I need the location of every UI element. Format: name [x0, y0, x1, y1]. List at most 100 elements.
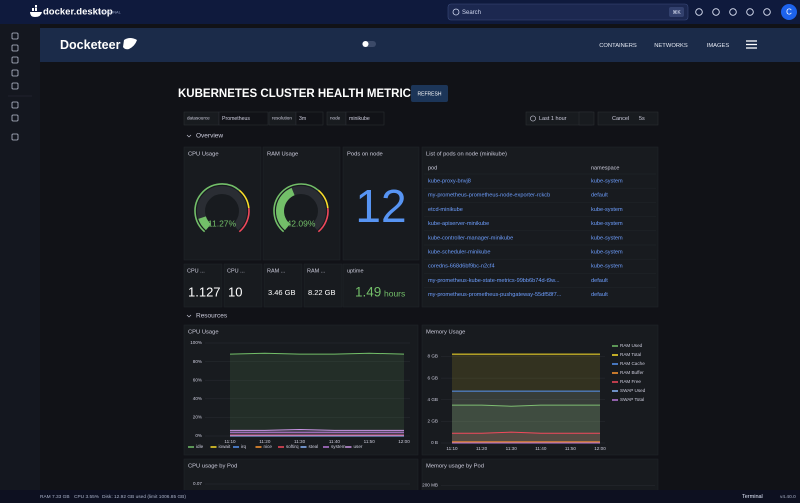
panel: [183, 263, 223, 308]
terminal-button[interactable]: Terminal: [742, 494, 763, 500]
sidebar-icon[interactable]: [11, 133, 19, 141]
nav-link[interactable]: CONTAINERS: [599, 43, 637, 49]
filter-label: node: [330, 116, 341, 121]
table-cell[interactable]: kube-controller-manager-minikube: [428, 235, 513, 241]
y-tick-label: 6 GB: [428, 375, 438, 380]
y-tick-label: 200 MB: [422, 483, 438, 488]
y-tick-label: 60%: [193, 377, 202, 382]
time-range[interactable]: Last 1 hour: [539, 116, 567, 122]
legend-label[interactable]: user: [354, 444, 363, 449]
gauge-threshold: [238, 208, 250, 233]
toolbar-icon[interactable]: [746, 8, 754, 16]
legend-label[interactable]: system: [331, 444, 346, 449]
legend-label[interactable]: SWAP Used: [620, 388, 646, 393]
avatar-initial: C: [786, 8, 792, 17]
table-cell[interactable]: kube-system: [591, 235, 623, 241]
sidebar-icon[interactable]: [11, 101, 19, 109]
footer-ram: RAM 7.33 GB: [40, 494, 70, 500]
table-cell[interactable]: my-prometheus-kube-state-metrics-99bb6b7…: [428, 278, 560, 284]
sidebar-icon[interactable]: [11, 114, 19, 122]
filter-value[interactable]: Prometheus: [222, 116, 250, 122]
gauge-threshold: [317, 208, 329, 233]
panel-title: Pods on node: [347, 152, 383, 158]
cancel-button[interactable]: [597, 111, 659, 126]
panel: [223, 263, 263, 308]
zoom-button[interactable]: [578, 111, 595, 126]
search-box[interactable]: [447, 3, 689, 21]
y-tick-label: 2 GB: [428, 419, 438, 424]
table-cell[interactable]: kube-system: [591, 221, 623, 227]
filter-value[interactable]: minikube: [349, 116, 370, 122]
table-cell[interactable]: kube-system: [591, 207, 623, 213]
refresh-button[interactable]: [411, 85, 448, 102]
legend-label[interactable]: irq: [241, 444, 247, 449]
panel: [342, 146, 420, 261]
search-icon: [452, 8, 460, 16]
toolbar-icon[interactable]: [729, 8, 737, 16]
legend-label[interactable]: RAM Buffer: [620, 370, 644, 375]
x-tick-label: 11:30: [506, 446, 518, 451]
stat-value: 3.46 GB: [268, 288, 296, 297]
y-tick-label: 20%: [193, 415, 202, 420]
legend-label[interactable]: idle: [196, 444, 204, 449]
legend-label[interactable]: iowait: [219, 444, 231, 449]
table-cell[interactable]: kube-scheduler-minikube: [428, 249, 491, 255]
table-cell[interactable]: kube-proxy-bnvj8: [428, 178, 471, 184]
stat-value: 1.127: [188, 284, 221, 299]
x-tick-label: 11:50: [364, 439, 376, 444]
table-cell[interactable]: kube-system: [591, 264, 623, 270]
legend-label[interactable]: RAM Total: [620, 352, 641, 357]
section-chevron[interactable]: [186, 314, 192, 318]
table-cell[interactable]: default: [591, 193, 608, 199]
section-title[interactable]: Resources: [196, 313, 228, 320]
filter-value[interactable]: 3m: [299, 116, 306, 122]
sidebar-icon[interactable]: [11, 82, 19, 90]
table-cell[interactable]: etcd-minikube: [428, 207, 463, 213]
shortcut-badge: [669, 7, 684, 17]
table-cell[interactable]: default: [591, 292, 608, 298]
refresh-label[interactable]: REFRESH: [418, 91, 442, 97]
toolbar-icon[interactable]: [695, 8, 703, 16]
legend-label[interactable]: RAM Cache: [620, 361, 645, 366]
sidebar-icon[interactable]: [11, 32, 19, 40]
panel-title: CPU Usage: [188, 330, 219, 336]
table-cell[interactable]: coredns-668d6bf9bc-n2cf4: [428, 264, 495, 270]
avatar[interactable]: [781, 4, 797, 20]
table-cell[interactable]: kube-system: [591, 249, 623, 255]
table-cell[interactable]: my-prometheus-prometheus-node-exporter-r…: [428, 193, 550, 199]
nav-link[interactable]: IMAGES: [707, 43, 730, 49]
panel-title: Memory Usage: [426, 330, 465, 336]
legend-label[interactable]: SWAP Total: [620, 397, 644, 402]
legend-label[interactable]: softirq: [286, 444, 299, 449]
refresh-interval[interactable]: 5s: [639, 116, 645, 122]
page-title: KUBERNETES CLUSTER HEALTH METRICS: [178, 88, 419, 100]
gauge-threshold: [194, 183, 240, 233]
cancel-label[interactable]: Cancel: [612, 116, 629, 122]
table-cell[interactable]: default: [591, 278, 608, 284]
sidebar-icon[interactable]: [11, 56, 19, 64]
gauge-value: [198, 216, 212, 231]
y-tick-label: 80%: [193, 359, 202, 364]
toolbar-icon[interactable]: [712, 8, 720, 16]
table-cell[interactable]: my-prometheus-prometheus-pushgateway-55d…: [428, 292, 562, 298]
docker-logo: [30, 5, 42, 17]
legend-label[interactable]: RAM Free: [620, 379, 641, 384]
x-tick-label: 11:10: [224, 439, 236, 444]
legend-label[interactable]: RAM Used: [620, 343, 643, 348]
table-cell[interactable]: kube-apiserver-minikube: [428, 221, 489, 227]
filter-value-box[interactable]: [295, 111, 324, 126]
legend-label[interactable]: nice: [264, 444, 273, 449]
sidebar-icon[interactable]: [11, 69, 19, 77]
filter-value-box[interactable]: [218, 111, 269, 126]
filter-value-box[interactable]: [345, 111, 385, 126]
section-title[interactable]: Overview: [196, 133, 223, 140]
section-chevron[interactable]: [186, 134, 192, 138]
table-cell[interactable]: kube-system: [591, 178, 623, 184]
series-area: [230, 353, 404, 436]
nav-link[interactable]: NETWORKS: [654, 43, 688, 49]
legend-label[interactable]: steal: [309, 444, 319, 449]
sidebar-icon[interactable]: [11, 44, 19, 52]
toolbar-icon[interactable]: [763, 8, 771, 16]
